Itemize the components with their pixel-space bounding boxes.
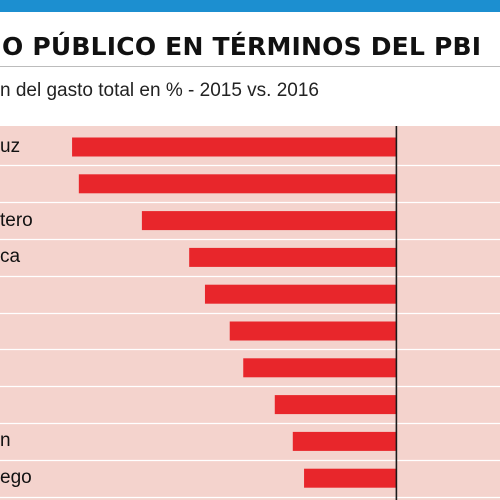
bar	[243, 358, 397, 378]
category-label: ego	[0, 467, 32, 489]
bar	[204, 284, 397, 304]
category-label: n	[0, 430, 11, 452]
category-label: uz	[0, 136, 21, 157]
chart-title: O PÚBLICO EN TÉRMINOS DEL PBI	[2, 32, 482, 61]
title-divider	[0, 66, 500, 67]
bar-chart	[0, 126, 500, 500]
bar	[229, 321, 397, 341]
bar	[274, 395, 397, 415]
plot-area: uz tero ca n ego	[0, 126, 500, 500]
chart-subtitle: n del gasto total en % - 2015 vs. 2016	[0, 80, 319, 101]
bar	[189, 247, 397, 267]
category-label: tero	[0, 209, 33, 231]
bar	[141, 211, 397, 231]
bar	[304, 468, 397, 488]
bar	[78, 174, 397, 194]
bar	[72, 137, 397, 157]
header-color-band	[0, 0, 500, 12]
bar	[292, 431, 397, 451]
category-label: ca	[0, 246, 21, 268]
